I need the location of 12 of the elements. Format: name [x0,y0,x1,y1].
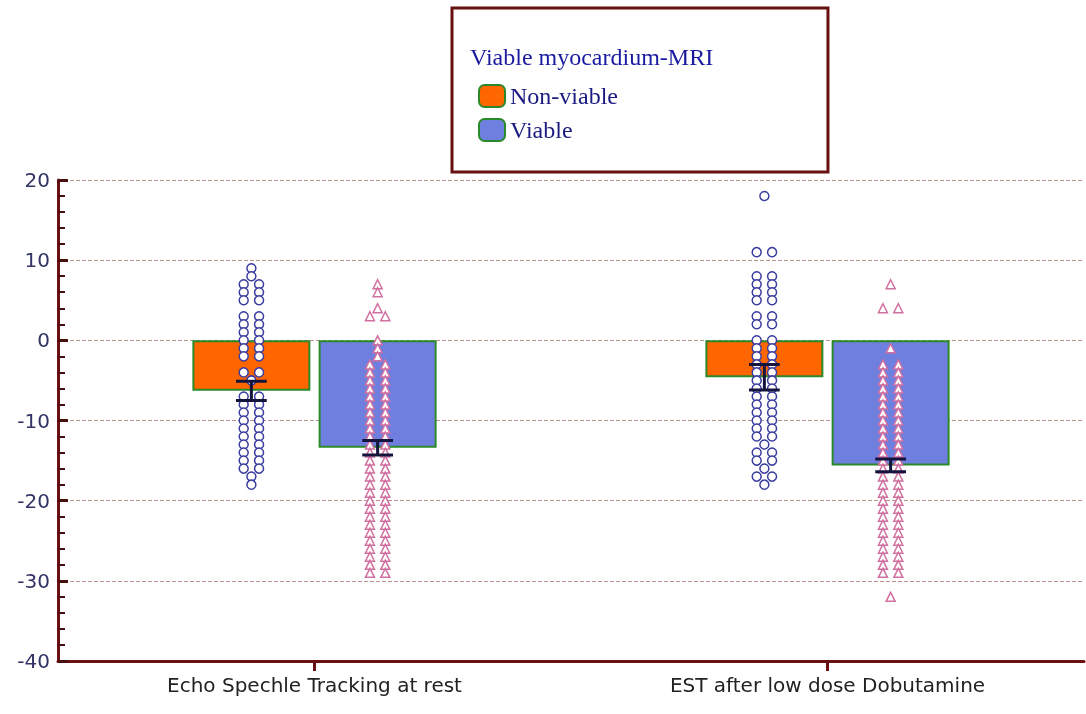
y-tick-label: 10 [24,248,50,273]
x-tick-label: EST after low dose Dobutamine [669,673,986,697]
y-tick-label: 20 [24,168,50,192]
legend-label: Viable [510,117,573,143]
legend-label: Non-viable [510,83,618,109]
y-tick-label: -30 [17,568,50,593]
y-tick-label: 0 [37,328,50,353]
y-tick-label: -20 [17,488,50,513]
y-tick-label: -10 [17,408,50,433]
x-tick-label: Echo Spechle Tracking at rest [167,673,463,697]
legend-title: Viable myocardium-MRI [470,44,714,70]
y-tick-label: -40 [17,649,50,673]
